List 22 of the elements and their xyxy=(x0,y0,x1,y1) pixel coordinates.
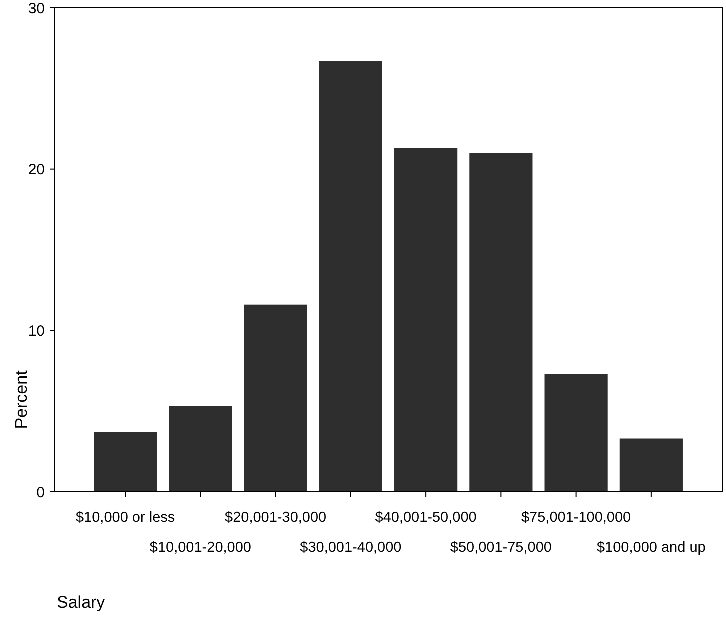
x-axis-title: Salary xyxy=(57,593,106,612)
x-tick-label: $40,001-50,000 xyxy=(375,510,477,526)
x-tick-label: $100,000 and up xyxy=(597,540,706,556)
bar xyxy=(394,148,458,492)
x-tick-label: $10,000 or less xyxy=(76,510,176,526)
bar xyxy=(544,374,608,492)
x-tick-label: $10,001-20,000 xyxy=(150,540,252,556)
y-tick-label: 30 xyxy=(28,0,45,18)
bar xyxy=(244,304,308,492)
x-tick-label: $30,001-40,000 xyxy=(300,540,402,556)
y-axis-title: Percent xyxy=(12,370,31,430)
x-tick-label: $75,001-100,000 xyxy=(521,510,632,526)
bar xyxy=(620,438,683,492)
bar xyxy=(94,432,158,492)
bar xyxy=(169,406,232,492)
y-tick-label: 20 xyxy=(28,162,45,179)
x-tick-label: $20,001-30,000 xyxy=(225,510,327,526)
y-tick-label: 0 xyxy=(36,484,45,502)
x-tick-label: $50,001-75,000 xyxy=(450,540,552,556)
bar xyxy=(319,61,382,492)
y-tick-label: 10 xyxy=(28,322,45,340)
bar xyxy=(470,153,533,492)
